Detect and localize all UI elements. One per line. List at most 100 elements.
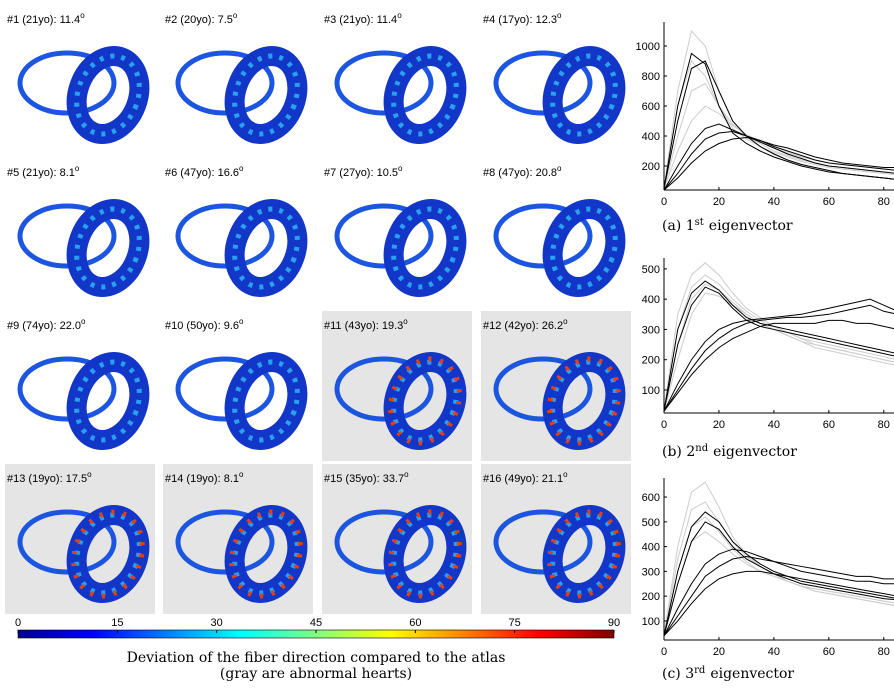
rv-wall [17, 50, 117, 116]
colorbar-tick-label: 75 [509, 617, 521, 629]
x-tick-label: 80 [878, 419, 890, 431]
panel-label-text: #4 (17yo): 12.3 [483, 14, 557, 26]
heart-panel: #9 (74yo): 22.0o [7, 317, 150, 450]
panel-label-text: #7 (27yo): 10.5 [324, 167, 398, 179]
caption-sup: rd [694, 665, 706, 676]
caption-sup: nd [695, 443, 708, 454]
series-line [663, 292, 894, 412]
panel-label-sup: o [563, 317, 568, 326]
panel-label: #13 (19yo): 17.5o [7, 470, 92, 485]
series-line [663, 52, 894, 189]
panel-label-text: #6 (47yo): 16.6 [165, 167, 239, 179]
x-tick-label: 80 [878, 196, 890, 208]
y-tick-label: 300 [642, 324, 660, 336]
lv-texture [232, 359, 300, 443]
y-tick-label: 600 [642, 492, 660, 504]
panel-label-text: #12 (42yo): 26.2 [483, 320, 563, 332]
series-line [663, 298, 894, 412]
lv-texture [391, 53, 459, 137]
rv-wall [334, 356, 434, 422]
panel-label-sup: o [563, 470, 568, 479]
series-line [663, 262, 894, 412]
rv-wall [175, 203, 275, 269]
x-tick-label: 20 [713, 646, 725, 658]
panel-label: #6 (47yo): 16.6o [165, 164, 244, 179]
lv-texture [74, 206, 142, 290]
panel-label: #10 (50yo): 9.6o [165, 317, 244, 332]
lv-texture [391, 206, 459, 290]
panel-label: #4 (17yo): 12.3o [483, 11, 562, 26]
series-line [663, 130, 894, 191]
series-line [663, 105, 894, 189]
y-tick-label: 600 [642, 101, 660, 113]
x-tick-label: 20 [713, 196, 725, 208]
panel-label-sup: o [239, 164, 244, 173]
colorbar-tick-label: 0 [15, 617, 21, 629]
panel-label: #2 (20yo): 7.5o [165, 11, 238, 26]
x-tick-label: 40 [768, 196, 780, 208]
series-line [663, 286, 894, 412]
panel-label-text: #2 (20yo): 7.5 [165, 14, 233, 26]
series-line [663, 123, 894, 191]
panel-label-sup: o [239, 470, 244, 479]
series-line [663, 60, 894, 189]
lv-texture [74, 53, 142, 137]
rv-wall [334, 509, 434, 575]
heart-panel: #2 (20yo): 7.5o [165, 11, 308, 144]
panel-label-sup: o [87, 470, 92, 479]
colorbar-tick-label: 45 [310, 617, 322, 629]
panel-label-text: #16 (49yo): 21.1 [483, 473, 563, 485]
rv-wall [334, 50, 434, 116]
heart-panel: #4 (17yo): 12.3o [483, 11, 626, 144]
caption-end: eigenvector [713, 444, 797, 460]
rv-wall [17, 203, 117, 269]
heart-panel: #12 (42yo): 26.2o [481, 311, 631, 461]
x-tick-label: 0 [661, 419, 667, 431]
rv-wall [17, 509, 117, 575]
panel-label-sup: o [233, 11, 238, 20]
panel-label: #12 (42yo): 26.2o [483, 317, 568, 332]
lv-texture [391, 359, 459, 443]
panel-label-text: #11 (43yo): 19.3 [324, 320, 403, 332]
lv-abnormal [388, 509, 462, 599]
x-tick-label: 60 [823, 419, 835, 431]
panel-label: #7 (27yo): 10.5o [324, 164, 403, 179]
heart-panel: #11 (43yo): 19.3o [322, 311, 472, 461]
rv-wall [175, 50, 275, 116]
lv-abnormal [547, 356, 621, 446]
lv-texture [550, 53, 618, 137]
panel-label-text: #9 (74yo): 22.0 [7, 320, 81, 332]
lv-texture [550, 359, 618, 443]
panel-label: #5 (21yo): 8.1o [7, 164, 80, 179]
heart-panel: #7 (27yo): 10.5o [324, 164, 467, 297]
x-tick-label: 60 [823, 196, 835, 208]
heart-panel: #15 (35yo): 33.7o [322, 464, 472, 614]
x-tick-label: 20 [713, 419, 725, 431]
series-line [663, 531, 894, 636]
y-tick-label: 500 [642, 264, 660, 276]
chart-caption: (a) 1st eigenvector [662, 217, 793, 234]
panel-label-text: #3 (21yo): 11.4 [324, 14, 397, 26]
y-tick-label: 1000 [636, 41, 660, 53]
panel-label-sup: o [239, 317, 244, 326]
series-line [663, 319, 894, 412]
y-tick-label: 100 [642, 616, 660, 628]
lv-texture [232, 512, 300, 596]
y-tick-label: 200 [642, 591, 660, 603]
panel-label-sup: o [80, 11, 85, 20]
panel-label: #9 (74yo): 22.0o [7, 317, 86, 332]
panel-label-text: #5 (21yo): 8.1 [7, 167, 75, 179]
x-tick-label: 80 [878, 646, 890, 658]
panel-label-sup: o [397, 11, 402, 20]
lv-texture [232, 53, 300, 137]
y-tick-label: 400 [642, 542, 660, 554]
series-line [663, 556, 894, 637]
panel-label: #15 (35yo): 33.7o [324, 470, 409, 485]
lv-abnormal [229, 509, 303, 599]
x-tick-label: 0 [661, 646, 667, 658]
panel-label-sup: o [75, 164, 80, 173]
rv-wall [493, 509, 593, 575]
rv-wall [175, 509, 275, 575]
heart-panel: #8 (47yo): 20.8o [483, 164, 626, 297]
